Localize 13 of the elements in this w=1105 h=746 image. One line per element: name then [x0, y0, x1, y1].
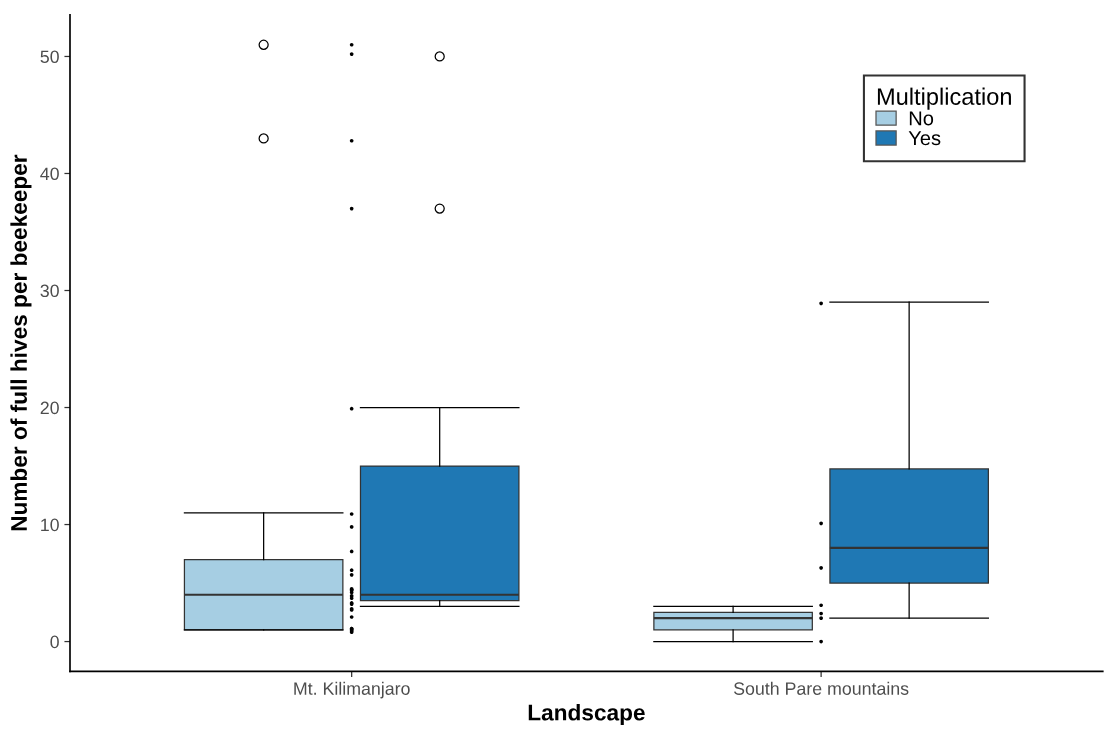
y-tick-label: 0: [50, 635, 59, 649]
legend-label: Yes: [908, 131, 941, 146]
legend-label: No: [909, 111, 934, 126]
y-tick-label: 10: [41, 518, 59, 532]
y-tick-label: 50: [40, 50, 59, 64]
x-tick-label: South Pare mountains: [733, 681, 909, 695]
y-tick-label: 30: [40, 284, 59, 298]
x-tick-label: Mt. Kilimanjaro: [294, 681, 410, 699]
legend-title: Multiplication: [877, 87, 1011, 110]
y-axis-title: Number of full hives per beekeeper: [10, 154, 32, 531]
y-tick-label: 20: [40, 401, 59, 415]
y-tick-label: 40: [40, 167, 59, 181]
x-axis-title: Landscape: [528, 703, 645, 726]
